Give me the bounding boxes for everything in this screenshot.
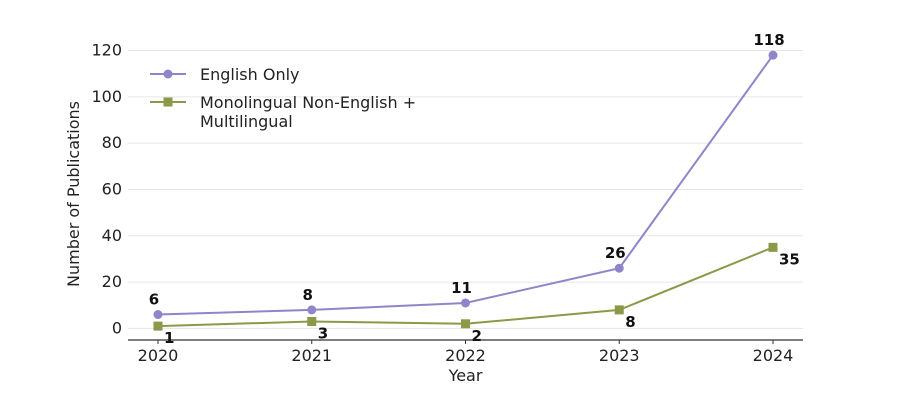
data-point xyxy=(614,263,624,273)
y-tick-label: 40 xyxy=(102,226,122,245)
data-labels: 6 8 11 26 118 1 3 2 8 35 xyxy=(149,31,800,347)
y-tick-label: 0 xyxy=(112,318,122,337)
y-tick-label: 60 xyxy=(102,179,122,198)
data-label: 8 xyxy=(303,286,313,304)
x-tick-label: 2021 xyxy=(291,346,332,365)
data-point xyxy=(461,298,470,308)
x-tick-label: 2023 xyxy=(599,346,640,365)
data-label: 118 xyxy=(753,31,784,49)
data-label: 26 xyxy=(605,244,626,262)
data-point xyxy=(614,305,624,315)
legend-label: Monolingual Non-English + xyxy=(200,93,416,112)
x-tick-label: 2024 xyxy=(753,346,794,365)
data-point xyxy=(768,50,778,60)
y-tick-label: 100 xyxy=(91,87,122,106)
grid-lines xyxy=(128,50,803,329)
series xyxy=(153,50,778,331)
legend-marker xyxy=(163,97,173,107)
x-tick-labels: 2020 2021 2022 2023 2024 xyxy=(138,340,794,365)
data-point xyxy=(768,242,778,252)
data-point xyxy=(153,310,163,320)
legend-label: Multilingual xyxy=(200,112,293,131)
legend: English Only Monolingual Non-English +Mul… xyxy=(150,65,416,131)
y-tick-label: 120 xyxy=(91,41,122,60)
y-tick-labels: 0 20 40 60 80 100 120 xyxy=(91,41,122,338)
y-tick-label: 80 xyxy=(102,133,122,152)
x-tick-label: 2022 xyxy=(445,346,486,365)
data-label: 6 xyxy=(149,291,159,309)
legend-label: English Only xyxy=(200,65,300,84)
data-point xyxy=(307,316,317,326)
data-point xyxy=(461,319,470,329)
y-axis-title: Number of Publications xyxy=(64,101,83,287)
data-label: 2 xyxy=(472,327,482,345)
data-point xyxy=(307,305,317,315)
x-tick-label: 2020 xyxy=(138,346,179,365)
y-tick-label: 20 xyxy=(102,272,122,291)
data-label: 3 xyxy=(318,324,328,342)
data-point xyxy=(153,321,163,331)
legend-marker xyxy=(163,69,173,79)
data-label: 8 xyxy=(625,313,635,331)
x-axis-title: Year xyxy=(448,366,483,385)
data-label: 35 xyxy=(779,250,800,268)
data-label: 1 xyxy=(164,329,174,347)
data-label: 11 xyxy=(451,279,472,297)
